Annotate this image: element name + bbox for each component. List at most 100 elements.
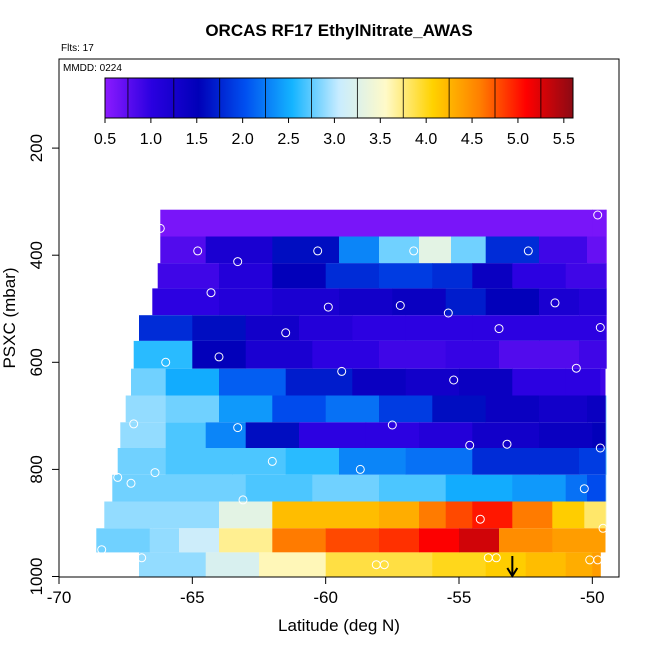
- x-axis-label: Latitude (deg N): [278, 616, 400, 635]
- colorbar-tick-label: 5.0: [507, 131, 529, 148]
- heatmap-cell: [149, 528, 180, 553]
- sample-marker: [323, 302, 333, 312]
- heatmap-cell: [379, 263, 433, 289]
- heatmap-cell: [379, 501, 420, 529]
- heatmap-cell: [272, 528, 327, 553]
- sample-marker: [571, 363, 581, 373]
- heatmap-cell: [339, 236, 380, 264]
- heatmap-cell: [139, 552, 207, 577]
- heatmap-cell: [445, 501, 473, 529]
- heatmap-cell: [219, 368, 287, 396]
- heatmap-cell: [587, 474, 607, 502]
- heatmap-cell: [272, 395, 327, 423]
- heatmap-cell: [312, 474, 380, 502]
- heatmap-cell: [352, 368, 407, 396]
- heatmap-cell: [405, 368, 460, 396]
- heatmap-cell: [605, 315, 607, 341]
- heatmap-cell: [605, 340, 607, 369]
- chart-title: ORCAS RF17 EthylNitrate_AWAS: [205, 21, 472, 40]
- sample-marker: [593, 210, 603, 220]
- heatmap-cell: [445, 340, 500, 369]
- sample-marker: [491, 553, 501, 563]
- heatmap-cell: [165, 368, 220, 396]
- heatmap-cell: [379, 340, 447, 369]
- heatmap-cell: [539, 395, 588, 423]
- sample-marker: [395, 301, 405, 310]
- heatmap-cell: [605, 395, 607, 423]
- heatmap-cell: [512, 474, 567, 502]
- heatmap-cell: [605, 501, 607, 529]
- heatmap-cell: [259, 552, 327, 577]
- heatmap-cell: [104, 501, 153, 529]
- heatmap-cell: [419, 236, 452, 264]
- heatmap-cell: [451, 236, 487, 264]
- heatmap-cell: [445, 474, 513, 502]
- heatmap-cell: [379, 474, 447, 502]
- heatmap-cell: [160, 236, 207, 264]
- heatmap-cell: [485, 236, 540, 264]
- y-axis: 200 400 600 800 1000: [27, 134, 59, 595]
- sample-marker: [161, 357, 171, 367]
- arrow-head: [506, 567, 519, 578]
- heatmap-cell: [419, 422, 473, 448]
- heatmap-cell: [459, 528, 500, 553]
- x-tick-label: -70: [47, 588, 72, 607]
- sample-marker: [337, 366, 347, 376]
- heatmap-cell: [379, 528, 420, 553]
- sample-marker: [126, 478, 136, 488]
- heatmap-cell: [499, 528, 553, 553]
- heatmap-cell: [499, 340, 540, 369]
- heatmap-cell: [325, 395, 380, 423]
- heatmap-cell: [539, 340, 580, 369]
- sample-marker: [409, 246, 419, 256]
- heatmap-cell: [139, 315, 193, 341]
- heatmap-cell: [512, 501, 553, 529]
- heatmap-cell: [219, 501, 273, 529]
- heatmap-cell: [579, 340, 607, 369]
- heatmap-cell: [205, 422, 247, 448]
- sample-marker: [150, 468, 160, 478]
- heatmap-cell: [584, 501, 607, 529]
- heatmap-cell: [605, 236, 607, 264]
- colorbar-tick-label: 1.5: [186, 131, 208, 148]
- colorbar-bar: [104, 77, 574, 119]
- colorbar-tick-label: 0.5: [94, 131, 116, 148]
- x-tick-label: -50: [580, 588, 605, 607]
- heatmap-cell: [365, 422, 420, 448]
- heatmap-cell: [165, 395, 220, 423]
- heatmap-cell: [605, 263, 607, 289]
- heatmap-cell: [419, 528, 460, 553]
- heatmap-cell: [125, 395, 167, 423]
- sample-marker: [214, 352, 224, 362]
- x-tick-label: -60: [313, 588, 338, 607]
- sample-marker: [137, 553, 147, 563]
- heatmap-cell: [192, 340, 247, 369]
- heatmap-cell: [539, 315, 580, 341]
- heatmap-cell: [245, 474, 313, 502]
- heatmap-cell: [272, 236, 340, 264]
- heatmap-cell: [605, 474, 607, 502]
- heatmap-cell: [299, 422, 367, 448]
- sample-marker: [238, 495, 248, 505]
- sample-marker: [355, 464, 365, 474]
- sample-marker: [193, 246, 203, 256]
- heatmap-cell: [539, 422, 593, 448]
- sample-marker: [155, 223, 165, 233]
- heatmap-cell: [272, 263, 327, 289]
- heatmap-cell: [152, 288, 220, 316]
- sample-marker: [233, 257, 243, 267]
- colorbar-tick-label: 1.0: [140, 131, 162, 148]
- heatmap-cell: [339, 448, 407, 475]
- heatmap-cell: [605, 448, 607, 475]
- heatmap-cell: [539, 236, 588, 264]
- heatmap-cell: [179, 528, 220, 553]
- heatmap-cell: [219, 528, 273, 553]
- heatmap-cell: [192, 315, 247, 341]
- heatmap-cell: [245, 422, 300, 448]
- heatmap-cell: [539, 448, 580, 475]
- sample-marker: [313, 246, 323, 256]
- colorbar: 0.5 1.0 1.5 2.0 2.5 3.0 3.5 4.0 4.5 5.0 5.5: [94, 77, 575, 148]
- heatmap-cell: [605, 422, 607, 448]
- plot-frame: [58, 58, 620, 578]
